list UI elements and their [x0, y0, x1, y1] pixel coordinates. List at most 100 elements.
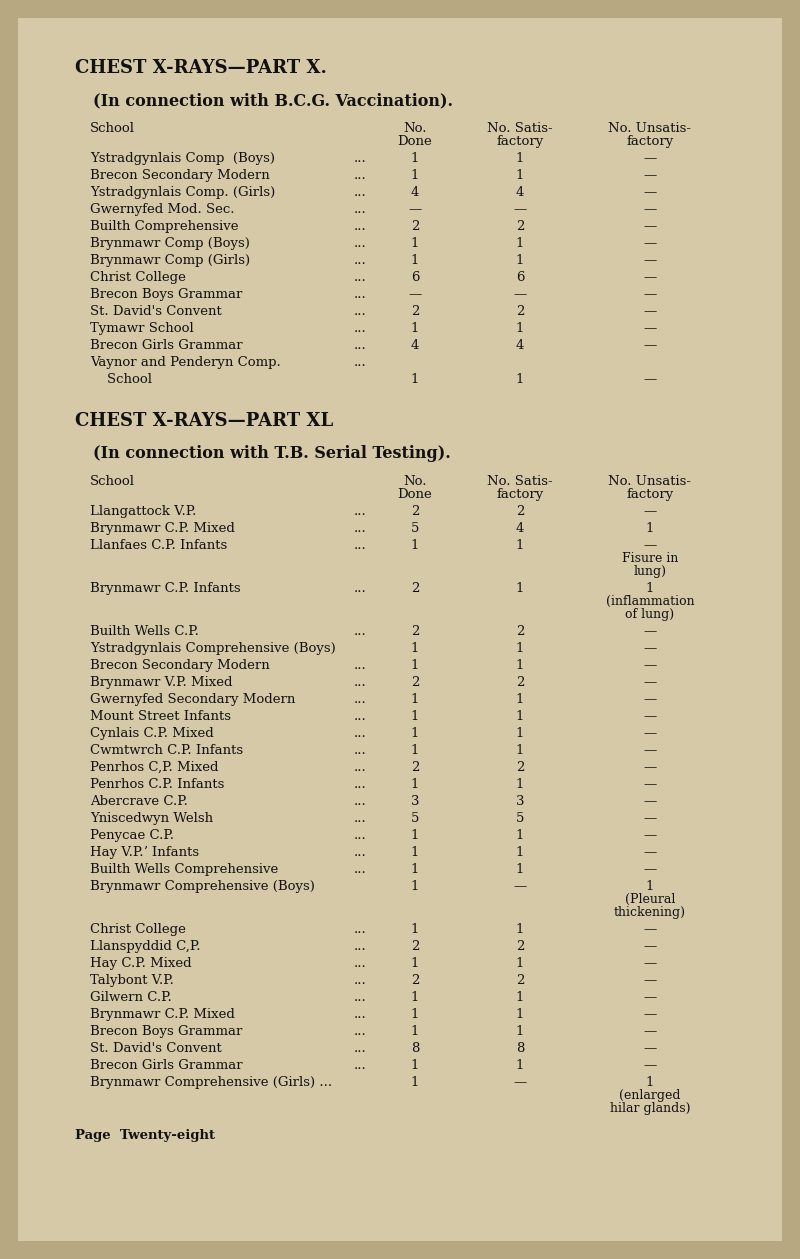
Text: —: — [643, 794, 657, 808]
Text: ...: ... [354, 288, 366, 301]
Text: 1: 1 [411, 880, 419, 893]
Text: ...: ... [354, 522, 366, 535]
Text: 2: 2 [411, 582, 419, 596]
Text: ...: ... [354, 744, 366, 757]
Text: —: — [643, 1059, 657, 1071]
Text: Cwmtwrch C.P. Infants: Cwmtwrch C.P. Infants [90, 744, 243, 757]
Text: ...: ... [354, 186, 366, 199]
Text: 1: 1 [411, 828, 419, 842]
Text: ...: ... [354, 940, 366, 953]
Text: Gwernyfed Secondary Modern: Gwernyfed Secondary Modern [90, 692, 295, 706]
Text: 1: 1 [411, 778, 419, 791]
Text: CHEST X-RAYS—PART X.: CHEST X-RAYS—PART X. [75, 59, 327, 77]
Text: 1: 1 [411, 658, 419, 672]
Text: 1: 1 [646, 522, 654, 535]
Text: 1: 1 [516, 642, 524, 655]
Text: Builth Wells C.P.: Builth Wells C.P. [90, 624, 199, 638]
Text: Brecon Secondary Modern: Brecon Secondary Modern [90, 169, 270, 183]
Text: No.: No. [403, 122, 426, 135]
Text: 1: 1 [516, 846, 524, 859]
Text: 1: 1 [411, 710, 419, 723]
Text: 1: 1 [411, 539, 419, 551]
Text: 1: 1 [411, 152, 419, 165]
Text: School: School [90, 122, 135, 135]
Text: —: — [408, 288, 422, 301]
Text: 6: 6 [410, 271, 419, 285]
Text: Llanspyddid C,P.: Llanspyddid C,P. [90, 940, 201, 953]
Text: 3: 3 [410, 794, 419, 808]
Text: 4: 4 [411, 339, 419, 353]
Text: —: — [643, 642, 657, 655]
Text: —: — [643, 1025, 657, 1037]
Text: 1: 1 [516, 862, 524, 876]
Text: —: — [514, 288, 526, 301]
Text: (In connection with T.B. Serial Testing).: (In connection with T.B. Serial Testing)… [93, 444, 450, 462]
Text: —: — [643, 957, 657, 969]
Text: Done: Done [398, 135, 432, 149]
Text: 1: 1 [411, 1059, 419, 1071]
Text: ...: ... [354, 692, 366, 706]
Text: 2: 2 [516, 305, 524, 319]
Text: Brecon Girls Grammar: Brecon Girls Grammar [90, 1059, 242, 1071]
Text: 2: 2 [411, 624, 419, 638]
Text: 2: 2 [411, 974, 419, 987]
Text: ...: ... [354, 658, 366, 672]
Text: 1: 1 [516, 991, 524, 1003]
Text: —: — [514, 880, 526, 893]
Text: Brynmawr C.P. Infants: Brynmawr C.P. Infants [90, 582, 241, 596]
Text: —: — [643, 169, 657, 183]
Text: 1: 1 [411, 322, 419, 335]
Text: ...: ... [354, 152, 366, 165]
Text: Page  Twenty-eight: Page Twenty-eight [75, 1129, 215, 1142]
Text: Ystradgynlais Comprehensive (Boys): Ystradgynlais Comprehensive (Boys) [90, 642, 336, 655]
Text: 1: 1 [516, 778, 524, 791]
Text: ...: ... [354, 322, 366, 335]
Text: ...: ... [354, 505, 366, 517]
Text: ...: ... [354, 760, 366, 774]
Text: 1: 1 [411, 692, 419, 706]
Text: 1: 1 [516, 828, 524, 842]
Text: ...: ... [354, 957, 366, 969]
Text: Hay V.P.ʼ Infants: Hay V.P.ʼ Infants [90, 846, 199, 859]
Text: Gwernyfed Mod. Sec.: Gwernyfed Mod. Sec. [90, 203, 234, 217]
Text: 5: 5 [516, 812, 524, 825]
Text: 1: 1 [411, 237, 419, 251]
Text: —: — [643, 726, 657, 740]
Text: ...: ... [354, 305, 366, 319]
Text: School: School [90, 475, 135, 488]
Text: 2: 2 [516, 760, 524, 774]
Text: ...: ... [354, 254, 366, 267]
Text: —: — [643, 658, 657, 672]
Text: (enlarged: (enlarged [619, 1089, 681, 1102]
Text: 1: 1 [411, 957, 419, 969]
Text: factory: factory [496, 135, 544, 149]
Text: 1: 1 [516, 744, 524, 757]
Text: 1: 1 [516, 1008, 524, 1021]
Text: Fisure in: Fisure in [622, 551, 678, 565]
Text: 1: 1 [411, 1008, 419, 1021]
Text: ...: ... [354, 356, 366, 369]
Text: Mount Street Infants: Mount Street Infants [90, 710, 231, 723]
Text: —: — [643, 305, 657, 319]
Text: —: — [643, 974, 657, 987]
Text: —: — [643, 744, 657, 757]
Text: Ystradgynlais Comp  (Boys): Ystradgynlais Comp (Boys) [90, 152, 275, 165]
Text: —: — [643, 237, 657, 251]
Text: —: — [643, 846, 657, 859]
Text: School: School [90, 373, 152, 387]
Text: ...: ... [354, 237, 366, 251]
Text: ...: ... [354, 582, 366, 596]
Text: 1: 1 [411, 991, 419, 1003]
Text: ...: ... [354, 862, 366, 876]
Text: 1: 1 [411, 254, 419, 267]
Text: 1: 1 [516, 152, 524, 165]
Text: —: — [643, 710, 657, 723]
Text: 1: 1 [516, 726, 524, 740]
Text: 4: 4 [516, 186, 524, 199]
Text: No.: No. [403, 475, 426, 488]
Text: thickening): thickening) [614, 906, 686, 919]
Text: 1: 1 [516, 710, 524, 723]
Text: —: — [643, 322, 657, 335]
Text: factory: factory [626, 488, 674, 501]
Text: 1: 1 [516, 658, 524, 672]
